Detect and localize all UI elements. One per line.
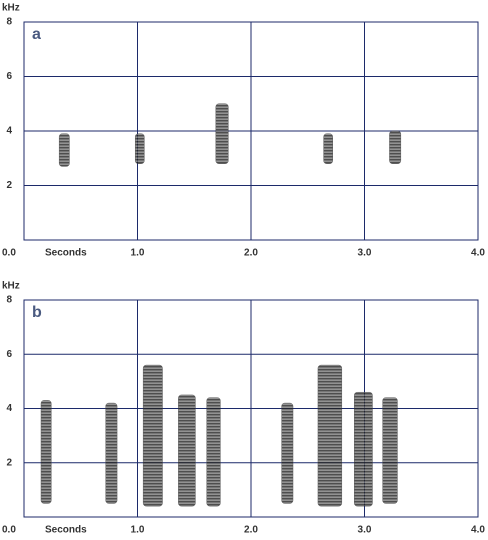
syllable	[215, 103, 229, 164]
syllable	[206, 397, 221, 507]
syllable	[281, 402, 294, 504]
x-tick-label: 3.0	[358, 525, 372, 536]
syllable	[382, 397, 398, 504]
y-axis-label: kHz	[2, 281, 20, 292]
x-tick-label: 2.0	[244, 248, 258, 259]
x-axis-label: Seconds	[45, 248, 87, 259]
syllable	[317, 364, 343, 507]
y-tick-label: 8	[6, 295, 12, 306]
x-tick-label: 0.0	[2, 248, 16, 259]
y-tick-label: 2	[6, 457, 12, 468]
y-tick-label: 4	[6, 403, 12, 414]
syllable	[389, 130, 402, 164]
syllable	[40, 400, 52, 504]
syllable	[134, 133, 145, 164]
panel-label: b	[32, 304, 42, 321]
y-tick-label: 6	[6, 71, 12, 82]
y-tick-label: 6	[6, 349, 12, 360]
panel-label: a	[32, 26, 41, 43]
syllable	[178, 394, 196, 507]
syllable	[142, 364, 163, 507]
x-axis-label: Seconds	[45, 525, 87, 536]
x-tick-label: 2.0	[244, 525, 258, 536]
syllable	[58, 133, 70, 167]
y-tick-label: 8	[6, 17, 12, 28]
x-tick-label: 0.0	[2, 525, 16, 536]
y-tick-label: 2	[6, 180, 12, 191]
x-tick-label: 1.0	[131, 525, 145, 536]
x-tick-label: 1.0	[131, 248, 145, 259]
x-tick-label: 3.0	[358, 248, 372, 259]
x-tick-label: 4.0	[471, 525, 485, 536]
syllable	[323, 133, 333, 164]
syllable	[354, 391, 373, 507]
y-axis-label: kHz	[2, 3, 20, 14]
syllable	[105, 402, 118, 504]
x-tick-label: 4.0	[471, 248, 485, 259]
y-tick-label: 4	[6, 126, 12, 137]
